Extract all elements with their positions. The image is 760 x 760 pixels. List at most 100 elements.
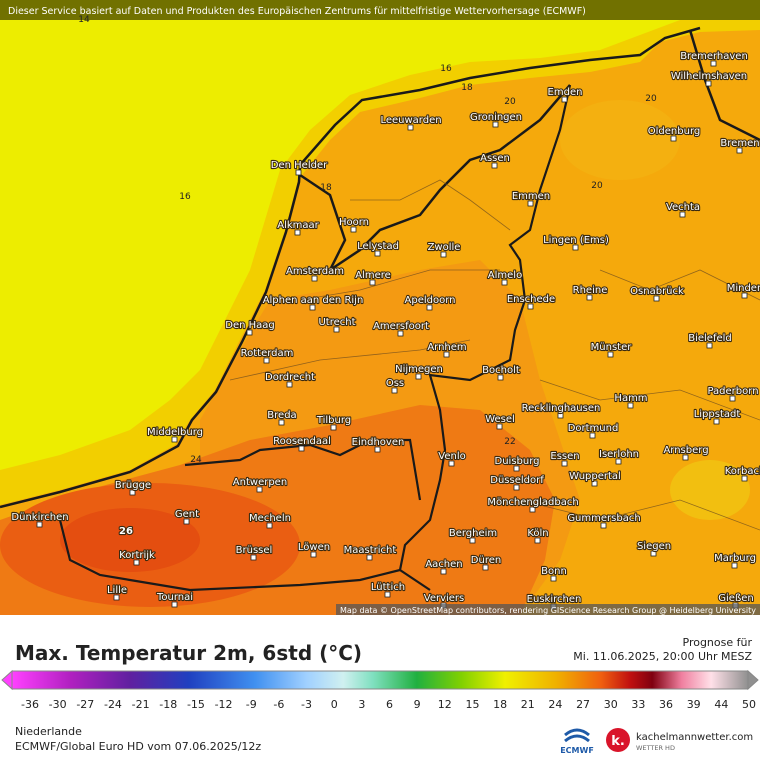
city-label: Dünkirchen bbox=[11, 512, 68, 523]
city-label: Verviers bbox=[424, 593, 465, 604]
city-label: Alkmaar bbox=[277, 220, 319, 231]
contour-label: 20 bbox=[591, 181, 603, 191]
scale-tick-label: 30 bbox=[604, 698, 618, 711]
city-marker bbox=[741, 475, 748, 482]
city-label: Lille bbox=[107, 585, 127, 596]
city-label: Marburg bbox=[714, 553, 756, 564]
city-label: Düsseldorf bbox=[490, 475, 544, 486]
city-label: Antwerpen bbox=[233, 477, 287, 488]
city-label: Bergheim bbox=[449, 528, 497, 539]
scale-tick-label: -9 bbox=[246, 698, 257, 711]
city-label: Münster bbox=[591, 342, 633, 353]
city-marker bbox=[374, 250, 381, 257]
city-marker bbox=[295, 169, 302, 176]
city-label: Brüssel bbox=[236, 545, 273, 556]
forecast-time: Mi. 11.06.2025, 20:00 Uhr MESZ bbox=[573, 650, 752, 663]
scale-tick-label: -30 bbox=[49, 698, 67, 711]
city-label: Löwen bbox=[298, 542, 330, 553]
city-marker bbox=[440, 568, 447, 575]
city-marker bbox=[561, 460, 568, 467]
city-label: Paderborn bbox=[707, 386, 758, 397]
city-marker bbox=[448, 460, 455, 467]
city-label: Dortmund bbox=[568, 423, 619, 434]
city-label: Minden bbox=[727, 283, 760, 294]
city-label: Groningen bbox=[470, 112, 522, 123]
scale-tick-label: -27 bbox=[76, 698, 94, 711]
city-marker bbox=[496, 423, 503, 430]
city-label: Arnsberg bbox=[663, 445, 708, 456]
city-marker bbox=[513, 465, 520, 472]
city-label: Bremerhaven bbox=[680, 51, 748, 62]
city-label: Lingen (Ems) bbox=[543, 235, 609, 246]
contour-label: 20 bbox=[645, 94, 657, 104]
city-label: Lelystad bbox=[357, 241, 399, 252]
forecast-label: Prognose für bbox=[683, 636, 753, 649]
city-marker bbox=[278, 419, 285, 426]
city-marker bbox=[426, 304, 433, 311]
ecmwf-logo: ECMWF bbox=[560, 746, 594, 755]
city-label: Hamm bbox=[614, 393, 647, 404]
city-label: Venlo bbox=[438, 451, 465, 462]
city-marker bbox=[36, 521, 43, 528]
contour-label: 22 bbox=[504, 437, 515, 447]
scale-tick-label: 21 bbox=[521, 698, 535, 711]
attribution: Map data © OpenStreetMap contributors, r… bbox=[340, 606, 756, 615]
city-label: Rheine bbox=[573, 285, 608, 296]
city-marker bbox=[113, 594, 120, 601]
city-label: Aachen bbox=[425, 559, 462, 570]
city-label: Bonn bbox=[541, 566, 567, 577]
city-marker bbox=[286, 381, 293, 388]
city-label: Nijmegen bbox=[395, 364, 443, 375]
ecmwf-icon bbox=[564, 728, 590, 743]
region: Niederlande bbox=[15, 725, 82, 738]
city-label: Maastricht bbox=[344, 545, 397, 556]
city-marker bbox=[682, 454, 689, 461]
city-label: Recklinghausen bbox=[522, 403, 601, 414]
scale-tick-label: -21 bbox=[132, 698, 150, 711]
city-marker bbox=[350, 226, 357, 233]
city-label: Breda bbox=[267, 410, 296, 421]
city-marker bbox=[469, 537, 476, 544]
city-marker bbox=[369, 279, 376, 286]
scale-tick-label: 18 bbox=[493, 698, 507, 711]
city-label: Iserlohn bbox=[599, 449, 639, 460]
city-label: Lüttich bbox=[371, 582, 405, 593]
city-label: Leeuwarden bbox=[380, 115, 441, 126]
city-label: Tilburg bbox=[316, 415, 351, 426]
city-marker bbox=[311, 275, 318, 282]
scale-arrow-right bbox=[747, 669, 759, 691]
kachelmann-sub: WETTER HD bbox=[636, 744, 675, 752]
city-label: Roosendaal bbox=[273, 436, 331, 447]
city-marker bbox=[491, 162, 498, 169]
city-label: Amersfoort bbox=[373, 321, 429, 332]
city-marker bbox=[589, 432, 596, 439]
city-label: Zwolle bbox=[428, 242, 461, 253]
city-marker bbox=[670, 135, 677, 142]
city-marker bbox=[527, 200, 534, 207]
map-background bbox=[0, 0, 760, 615]
city-label: Mönchengladbach bbox=[487, 497, 578, 508]
city-marker bbox=[171, 601, 178, 608]
city-marker bbox=[415, 373, 422, 380]
city-label: Almere bbox=[355, 270, 391, 281]
city-marker bbox=[653, 295, 660, 302]
city-label: Duisburg bbox=[495, 456, 540, 467]
attribution-bg bbox=[336, 604, 760, 615]
city-marker bbox=[310, 551, 317, 558]
legend-title: Max. Temperatur 2m, 6std (°C) bbox=[15, 641, 362, 665]
city-marker bbox=[529, 506, 536, 513]
city-label: Almelo bbox=[488, 270, 522, 281]
scale-tick-label: 39 bbox=[687, 698, 701, 711]
city-label: Osnabrück bbox=[630, 286, 684, 297]
scale-tick-label: 50 bbox=[742, 698, 756, 711]
kachelmann-mark: k. bbox=[611, 734, 625, 749]
scale-tick-label: 9 bbox=[414, 698, 421, 711]
city-label: Tournai bbox=[156, 592, 193, 603]
region-lines bbox=[229, 179, 760, 531]
scale-tick-label: 27 bbox=[576, 698, 590, 711]
city-marker bbox=[366, 554, 373, 561]
city-marker bbox=[586, 294, 593, 301]
city-label: Wuppertal bbox=[569, 471, 621, 482]
city-marker bbox=[600, 522, 607, 529]
contour-label: 18 bbox=[320, 183, 332, 193]
